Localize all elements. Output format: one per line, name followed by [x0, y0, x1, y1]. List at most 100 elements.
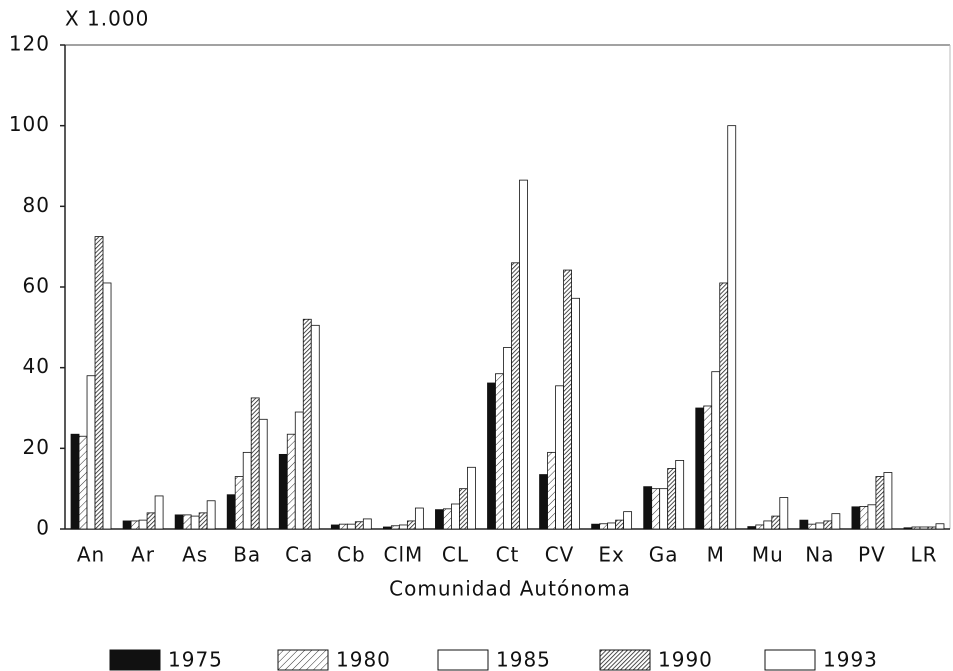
bar: [711, 371, 721, 530]
bar: [310, 324, 320, 530]
bar: [487, 382, 496, 530]
bar: [903, 527, 913, 530]
bar: [138, 519, 148, 530]
bar: [495, 373, 504, 530]
bar: [122, 520, 132, 530]
bar: [935, 523, 945, 530]
x-tick-label: LR: [910, 543, 937, 567]
bar: [927, 526, 937, 530]
bar: [234, 476, 244, 530]
x-tick-label: M: [707, 543, 725, 567]
bar: [719, 282, 729, 530]
bar: [398, 524, 408, 530]
bar: [823, 520, 833, 530]
y-tick-label: 60: [23, 274, 50, 298]
legend-label: 1990: [658, 648, 713, 671]
bar: [651, 488, 661, 530]
bar: [346, 523, 356, 530]
bar: [258, 418, 268, 530]
x-tick-label: CL: [442, 543, 469, 567]
bar: [763, 520, 773, 530]
legend-swatch: [764, 649, 816, 671]
bar: [503, 347, 512, 530]
bar: [198, 512, 208, 530]
bar: [102, 282, 112, 530]
bar: [451, 503, 460, 530]
x-tick-label: Na: [805, 543, 834, 567]
bar: [519, 179, 528, 530]
y-tick-label: 80: [23, 193, 50, 217]
bar: [443, 508, 452, 530]
bar: [659, 488, 669, 530]
bar: [643, 486, 653, 530]
bar: [278, 453, 288, 530]
bar: [727, 125, 737, 530]
bar: [286, 433, 296, 530]
bar: [555, 385, 564, 530]
x-tick-label: Ct: [496, 543, 520, 567]
bar: [539, 474, 548, 530]
annotation: X 1.000: [65, 7, 149, 31]
x-tick-label: Ar: [131, 543, 155, 567]
bar: [571, 297, 580, 530]
bar: [563, 269, 572, 530]
bar: [338, 523, 348, 530]
legend-swatch: [277, 649, 329, 671]
bar: [755, 524, 765, 530]
bar: [390, 525, 400, 530]
bar: [851, 506, 861, 530]
x-tick-label: Ca: [285, 543, 313, 567]
bar: [414, 507, 424, 530]
x-axis-label: Comunidad Autónoma: [389, 577, 631, 601]
legend-swatch: [599, 649, 651, 671]
bar: [130, 520, 140, 530]
y-tick-label: 100: [9, 112, 50, 136]
bar: [146, 512, 156, 530]
x-tick-label: Cb: [337, 543, 366, 567]
bar: [86, 375, 96, 530]
bar: [919, 526, 929, 530]
bar: [382, 526, 392, 530]
legend-label: 1975: [168, 648, 223, 671]
bar: [703, 405, 713, 530]
y-tick-label: 40: [23, 354, 50, 378]
legend-label: 1980: [336, 648, 391, 671]
legend-swatch: [437, 649, 489, 671]
bar: [883, 472, 893, 530]
bar: [875, 476, 885, 530]
bar: [815, 522, 825, 530]
bar: [406, 520, 416, 530]
bar: [302, 318, 312, 530]
bar: [911, 526, 921, 530]
bar: [354, 521, 364, 530]
x-tick-label: An: [77, 543, 105, 567]
legend-swatch: [109, 649, 161, 671]
bar: [771, 515, 781, 530]
bar: [667, 468, 677, 530]
y-tick-label: 120: [9, 32, 50, 56]
bar: [511, 262, 520, 530]
bar: [174, 514, 184, 530]
x-tick-label: Ga: [649, 543, 679, 567]
bar: [799, 519, 809, 530]
bar: [250, 397, 260, 530]
legend-label: 1993: [823, 648, 878, 671]
bar: [459, 488, 468, 530]
x-tick-label: CV: [545, 543, 575, 567]
bar: [154, 495, 164, 530]
bar: [615, 519, 625, 530]
bar: [294, 411, 304, 530]
bar: [547, 451, 556, 530]
x-tick-label: Ex: [598, 543, 624, 567]
bar: [831, 513, 841, 530]
bar: [362, 518, 372, 530]
bar: [867, 504, 877, 530]
bar: [747, 526, 757, 530]
bar: [591, 523, 601, 530]
bar: [599, 523, 609, 530]
bar: [695, 407, 705, 530]
bar: [859, 506, 869, 530]
bar: [807, 523, 817, 530]
bar: [190, 515, 200, 530]
